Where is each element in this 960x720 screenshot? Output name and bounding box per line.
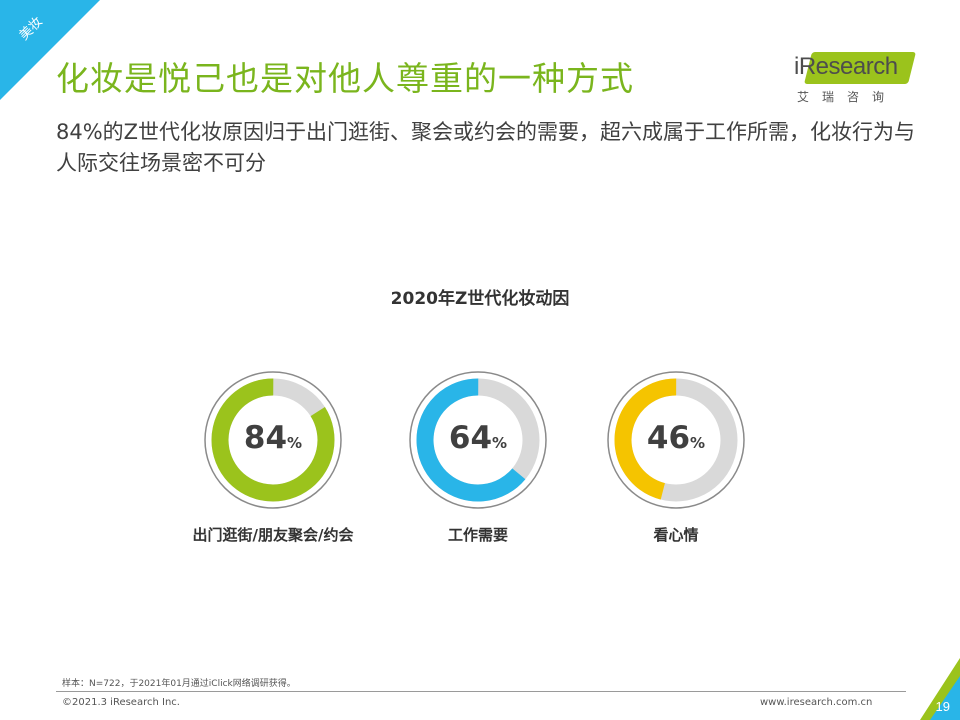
donut-category-label: 看心情	[653, 526, 699, 544]
page-title: 化妆是悦己也是对他人尊重的一种方式	[56, 59, 634, 98]
donut-value-label: 64%	[407, 420, 549, 456]
donut-value-arc	[211, 378, 335, 502]
donut-svg	[607, 371, 745, 509]
donut-value-unit: %	[492, 434, 508, 452]
page-number: 19	[935, 699, 950, 714]
donut-category-label: 出门逛街/朋友聚会/约会	[192, 526, 354, 544]
donut-value-unit: %	[690, 434, 706, 452]
copyright: ©2021.3 iResearch Inc.	[62, 697, 180, 708]
donut-svg	[204, 371, 342, 509]
donut-category-label: 工作需要	[447, 526, 508, 544]
donut-3: 46%	[605, 369, 747, 511]
donut-value-number: 64	[448, 420, 493, 456]
corner-badge	[0, 0, 100, 100]
donut-value-number: 84	[243, 420, 288, 456]
website: www.iresearch.com.cn	[760, 697, 873, 708]
sample-footnote: 样本：N=722，于2021年01月通过iClick网络调研获得。	[62, 679, 296, 689]
donut-value-unit: %	[287, 434, 303, 452]
donut-2: 64%	[407, 369, 549, 511]
donut-value-label: 46%	[605, 420, 747, 456]
donut-value-label: 84%	[202, 420, 344, 456]
logo-name: iResearch	[794, 53, 898, 80]
chart-title: 2020年Z世代化妆动因	[390, 289, 570, 309]
logo-subtitle: 艾瑞咨询	[797, 90, 898, 104]
donut-svg	[409, 371, 547, 509]
footer-divider	[56, 691, 906, 692]
donut-1: 84%	[202, 369, 344, 511]
iresearch-logo: iResearch 艾瑞咨询	[790, 50, 920, 106]
page-subtitle: 84%的Z世代化妆原因归于出门逛街、聚会或约会的需要，超六成属于工作所需，化妆行…	[56, 120, 916, 175]
page-corner-blue	[930, 676, 960, 720]
donut-value-number: 46	[646, 420, 691, 456]
